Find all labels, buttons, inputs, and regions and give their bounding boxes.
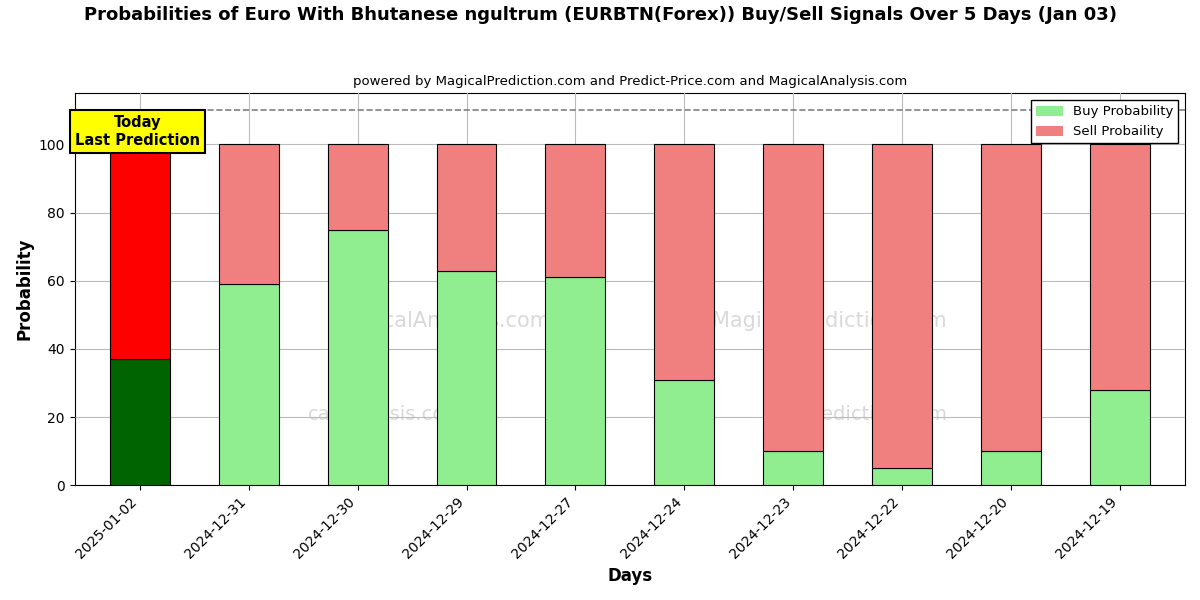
Bar (546, 277, 605, 485)
Title: powered by MagicalPrediction.com and Predict-Price.com and MagicalAnalysis.com: powered by MagicalPrediction.com and Pre… (353, 75, 907, 88)
X-axis label: Days: Days (607, 567, 653, 585)
Bar (328, 230, 388, 485)
Bar (546, 145, 605, 277)
Text: Probabilities of Euro With Bhutanese ngultrum (EURBTN(Forex)) Buy/Sell Signals O: Probabilities of Euro With Bhutanese ngu… (84, 6, 1116, 24)
Bar (980, 451, 1040, 485)
Bar (328, 145, 388, 230)
Bar (872, 145, 932, 468)
Bar (1090, 390, 1150, 485)
Text: Today
Last Prediction: Today Last Prediction (76, 115, 200, 148)
Bar (763, 451, 823, 485)
Text: Magic: Magic (656, 405, 714, 424)
Bar (110, 145, 170, 359)
Bar (218, 145, 278, 284)
Text: Prediction.com: Prediction.com (802, 405, 947, 424)
Bar (1090, 145, 1150, 390)
Bar (872, 468, 932, 485)
Text: MagicalPrediction.com: MagicalPrediction.com (713, 311, 947, 331)
Bar (763, 145, 823, 451)
Bar (654, 380, 714, 485)
Bar (980, 145, 1040, 451)
Text: calAnalysis.com: calAnalysis.com (307, 405, 463, 424)
Legend: Buy Probability, Sell Probaility: Buy Probability, Sell Probaility (1031, 100, 1178, 143)
Bar (437, 145, 497, 271)
Bar (218, 284, 278, 485)
Bar (654, 145, 714, 380)
Bar (437, 271, 497, 485)
Text: MagicalAnalysis.com: MagicalAnalysis.com (332, 311, 550, 331)
Bar (110, 359, 170, 485)
Y-axis label: Probability: Probability (16, 238, 34, 340)
